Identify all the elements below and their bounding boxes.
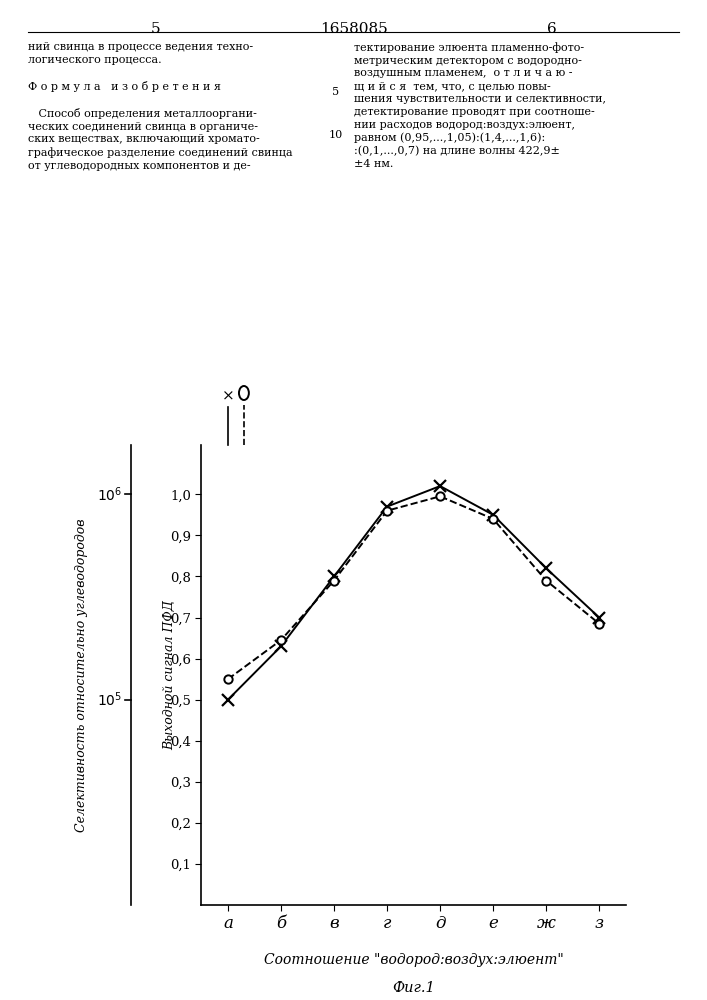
Text: 1658085: 1658085	[320, 22, 387, 36]
Text: Селективность относительно углеводородов: Селективность относительно углеводородов	[75, 518, 88, 832]
Text: ний свинца в процессе ведения техно-
логического процесса.

Ф о р м у л а   и з : ний свинца в процессе ведения техно- лог…	[28, 42, 293, 171]
Text: 10: 10	[329, 130, 343, 140]
Text: $10^5$: $10^5$	[97, 690, 122, 709]
Text: ×: ×	[221, 390, 235, 404]
Text: $10^6$: $10^6$	[97, 485, 122, 504]
Text: Выходной сигнал ПФД: Выходной сигнал ПФД	[163, 600, 176, 750]
Text: тектирование элюента пламенно-фото-
метрическим детектором с водородно-
воздушны: тектирование элюента пламенно-фото- метр…	[354, 42, 605, 169]
Text: 5: 5	[151, 22, 160, 36]
Text: 5: 5	[332, 87, 339, 97]
Text: Фиг.1: Фиг.1	[392, 981, 435, 995]
Text: Соотношение "водород:воздух:элюент": Соотношение "водород:воздух:элюент"	[264, 953, 563, 967]
Text: 6: 6	[547, 22, 556, 36]
